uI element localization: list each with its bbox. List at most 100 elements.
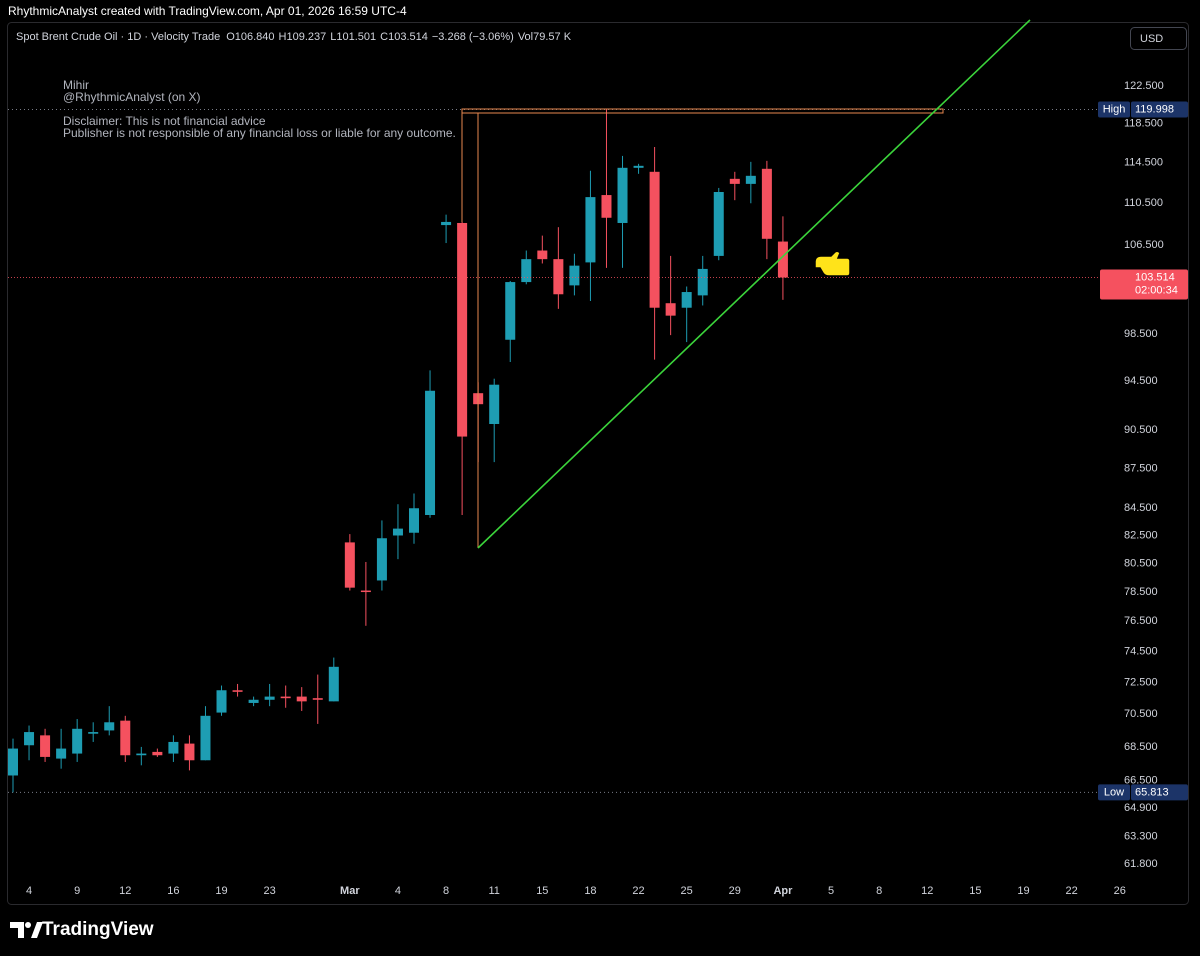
legend: Spot Brent Crude Oil · 1D · Velocity Tra…: [16, 31, 572, 43]
y-tick-label: 82.500: [1124, 529, 1158, 541]
x-tick-label: 16: [167, 885, 179, 897]
candle-body: [649, 171, 660, 308]
candle-body: [505, 282, 516, 340]
legend-value: 106.840: [235, 31, 275, 43]
marker-value-tag: [1131, 101, 1188, 118]
candle-body: [617, 167, 628, 223]
y-tick-label: 110.500: [1124, 197, 1163, 209]
last-price: 103.514: [1135, 271, 1175, 283]
x-tick-label: 25: [681, 885, 693, 897]
x-tick-label: Apr: [773, 885, 793, 897]
candle-body: [184, 743, 195, 761]
candle-body: [88, 732, 99, 734]
annotation: Publisher is not responsible of any fina…: [63, 126, 456, 140]
candle-body: [633, 165, 644, 168]
candle-body: [344, 542, 355, 588]
candle-body: [152, 751, 163, 756]
logo-mark: [10, 922, 24, 938]
x-tick-label: 26: [1114, 885, 1126, 897]
y-tick-label: 63.300: [1124, 831, 1158, 843]
last-price-tag: [1100, 269, 1188, 300]
legend-value: 79.57 K: [533, 31, 572, 43]
brand: TradingView: [42, 919, 154, 940]
legend-value: −3.268 (−3.06%): [432, 31, 514, 43]
candle-body: [553, 259, 564, 295]
candle-body: [72, 728, 83, 754]
currency[interactable]: USD: [1140, 33, 1163, 45]
candle-body: [585, 197, 596, 263]
y-tick-label: 66.500: [1124, 775, 1158, 787]
candle-body: [665, 303, 676, 316]
drawings: [461, 19, 1031, 549]
logo-mark: [25, 922, 31, 928]
x-tick-label: 19: [215, 885, 227, 897]
trend-line: [477, 19, 1031, 549]
x-tick-label: 22: [632, 885, 644, 897]
candle-body: [360, 590, 371, 593]
candle-body: [8, 748, 18, 776]
candle-body: [248, 699, 259, 703]
marker-value: 65.813: [1135, 786, 1169, 798]
candle-body: [392, 528, 403, 536]
currency-button[interactable]: [1130, 27, 1187, 50]
y-tick-label: 68.500: [1124, 741, 1158, 753]
x-tick-label: 8: [443, 885, 449, 897]
candle-body: [761, 168, 772, 239]
candle-body: [457, 222, 468, 437]
legend-key: L: [330, 31, 336, 43]
x-tick-label: 19: [1017, 885, 1029, 897]
x-tick-label: 5: [828, 885, 834, 897]
plot: [8, 109, 1100, 793]
candle-body: [296, 696, 307, 702]
candle-body: [425, 390, 436, 516]
candle-body: [521, 259, 532, 283]
candle-body: [120, 720, 131, 756]
y-tick-label: 98.500: [1124, 328, 1158, 340]
y-tick-label: 84.500: [1124, 502, 1158, 514]
candle-body: [441, 221, 452, 226]
candle-body: [601, 195, 612, 218]
x-tick-label: Mar: [340, 885, 360, 897]
x-tick-label: 23: [264, 885, 276, 897]
candle-body: [232, 690, 243, 692]
logo-mark: [31, 922, 43, 938]
candle-body: [24, 732, 35, 746]
y-tick-label: 74.500: [1124, 645, 1158, 657]
x-tick-label: 29: [729, 885, 741, 897]
y-tick-label: 122.500: [1124, 80, 1164, 92]
marker-tag: [1098, 101, 1130, 118]
y-tick-label: 90.500: [1124, 424, 1158, 436]
candle-body: [569, 265, 580, 286]
x-tick-label: 4: [26, 885, 32, 897]
candle-body: [264, 696, 275, 700]
y-tick-label: 106.500: [1124, 239, 1164, 251]
x-tick-label: 8: [876, 885, 882, 897]
candle-body: [104, 722, 115, 731]
legend-key: H: [279, 31, 287, 43]
y-tick-label: 61.800: [1124, 858, 1158, 870]
marker-label: Low: [1104, 786, 1124, 798]
candle-body: [376, 538, 387, 581]
candle-body: [681, 292, 692, 308]
candle-body: [745, 175, 756, 184]
legend-key: C: [380, 31, 388, 43]
candle-body: [489, 384, 500, 425]
marker-label: High: [1103, 103, 1126, 115]
candle-body: [697, 268, 708, 296]
legend-value: 101.501: [336, 31, 376, 43]
y-tick-label: 118.500: [1124, 118, 1163, 130]
candle-body: [136, 753, 147, 756]
y-tick-label: 76.500: [1124, 615, 1158, 627]
candle-body: [777, 241, 788, 278]
candle-body: [312, 698, 323, 700]
y-tick-label: 70.500: [1124, 708, 1158, 720]
x-tick-label: 15: [536, 885, 548, 897]
x-tick-label: 12: [921, 885, 933, 897]
candle-body: [56, 748, 67, 759]
candle-body: [409, 508, 419, 533]
x-tick-label: 11: [488, 885, 499, 897]
candle-body: [729, 178, 740, 184]
footer-logo: TradingView: [10, 919, 154, 940]
legend-title: Spot Brent Crude Oil · 1D · Velocity Tra…: [16, 31, 220, 43]
